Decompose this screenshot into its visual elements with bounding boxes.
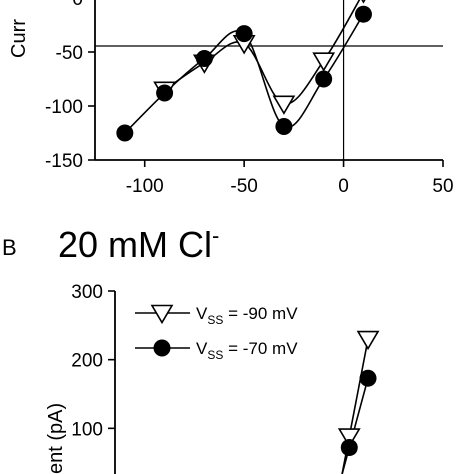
panel-b-y-tick-label: 200 bbox=[71, 351, 103, 372]
panel-a-series-2-point bbox=[315, 70, 333, 88]
legend-triangle-marker bbox=[150, 304, 174, 325]
panel-a: Curr 0 -50 -100 -150 -100 -50 0 50 bbox=[8, 0, 454, 197]
panel-a-series-2-point bbox=[195, 49, 213, 67]
panel-b-series-1-point bbox=[356, 330, 380, 351]
panel-b-series-1-point bbox=[337, 428, 361, 448]
legend-label-subscript: SS bbox=[207, 348, 223, 362]
panel-a-series-2-point bbox=[275, 118, 293, 136]
panel-b-title: 20 mM Cl- bbox=[58, 223, 219, 265]
panel-b-series-2-point bbox=[340, 439, 358, 457]
legend-label-v: V bbox=[196, 339, 208, 358]
panel-a-y-tick-label: 0 bbox=[72, 0, 83, 10]
panel-b-title-superscript: - bbox=[212, 223, 219, 248]
panel-a-x-tick-label: 50 bbox=[432, 176, 453, 197]
panel-a-series-1-point bbox=[312, 52, 336, 72]
panel-a-series-1-line bbox=[164, 0, 361, 105]
panel-a-x-tick-label: -50 bbox=[230, 176, 257, 197]
panel-b-letter: B bbox=[2, 235, 17, 260]
panel-a-x-tick-label: 0 bbox=[338, 176, 349, 197]
legend-label: VSS = -90 mV bbox=[196, 304, 298, 327]
panel-b-title-text: 20 mM Cl bbox=[58, 224, 212, 265]
panel-b-y-tick-label: 300 bbox=[71, 282, 103, 303]
legend-label-value: = -90 mV bbox=[223, 304, 298, 323]
panel-b-series bbox=[337, 330, 380, 474]
panel-b-tick-labels: 300 200 100 bbox=[71, 282, 103, 440]
legend-label-value: = -70 mV bbox=[223, 339, 298, 358]
legend-label-v: V bbox=[196, 304, 208, 323]
panel-b-y-axis-label: ent (pA) bbox=[45, 403, 67, 474]
panel-a-series-2-point bbox=[235, 25, 253, 43]
panel-b-series-2-point bbox=[359, 369, 377, 387]
panel-a-series-1-point bbox=[361, 0, 366, 4]
panel-a-series bbox=[116, 0, 372, 142]
panel-a-series-2-point bbox=[354, 5, 372, 23]
legend-circle-marker bbox=[153, 339, 171, 357]
panel-a-series-2-point bbox=[156, 84, 174, 102]
panel-a-y-axis-label: Curr bbox=[8, 19, 30, 58]
panel-a-y-tick-label: -50 bbox=[56, 43, 83, 64]
legend-label: VSS = -70 mV bbox=[196, 339, 298, 362]
panel-a-y-tick-label: -150 bbox=[45, 151, 83, 172]
panel-b-axes bbox=[108, 290, 116, 474]
panel-a-axes bbox=[88, 0, 444, 167]
panel-b-y-tick-label: 100 bbox=[71, 419, 103, 440]
panel-a-x-tick-label: -100 bbox=[126, 176, 164, 197]
legend-label-subscript: SS bbox=[207, 313, 223, 327]
panel-a-tick-labels: 0 -50 -100 -150 -100 -50 0 50 bbox=[45, 0, 454, 197]
panel-a-series-2-point bbox=[116, 124, 134, 142]
panel-a-series-1-point bbox=[272, 95, 296, 115]
panel-a-y-tick-label: -100 bbox=[45, 97, 83, 118]
